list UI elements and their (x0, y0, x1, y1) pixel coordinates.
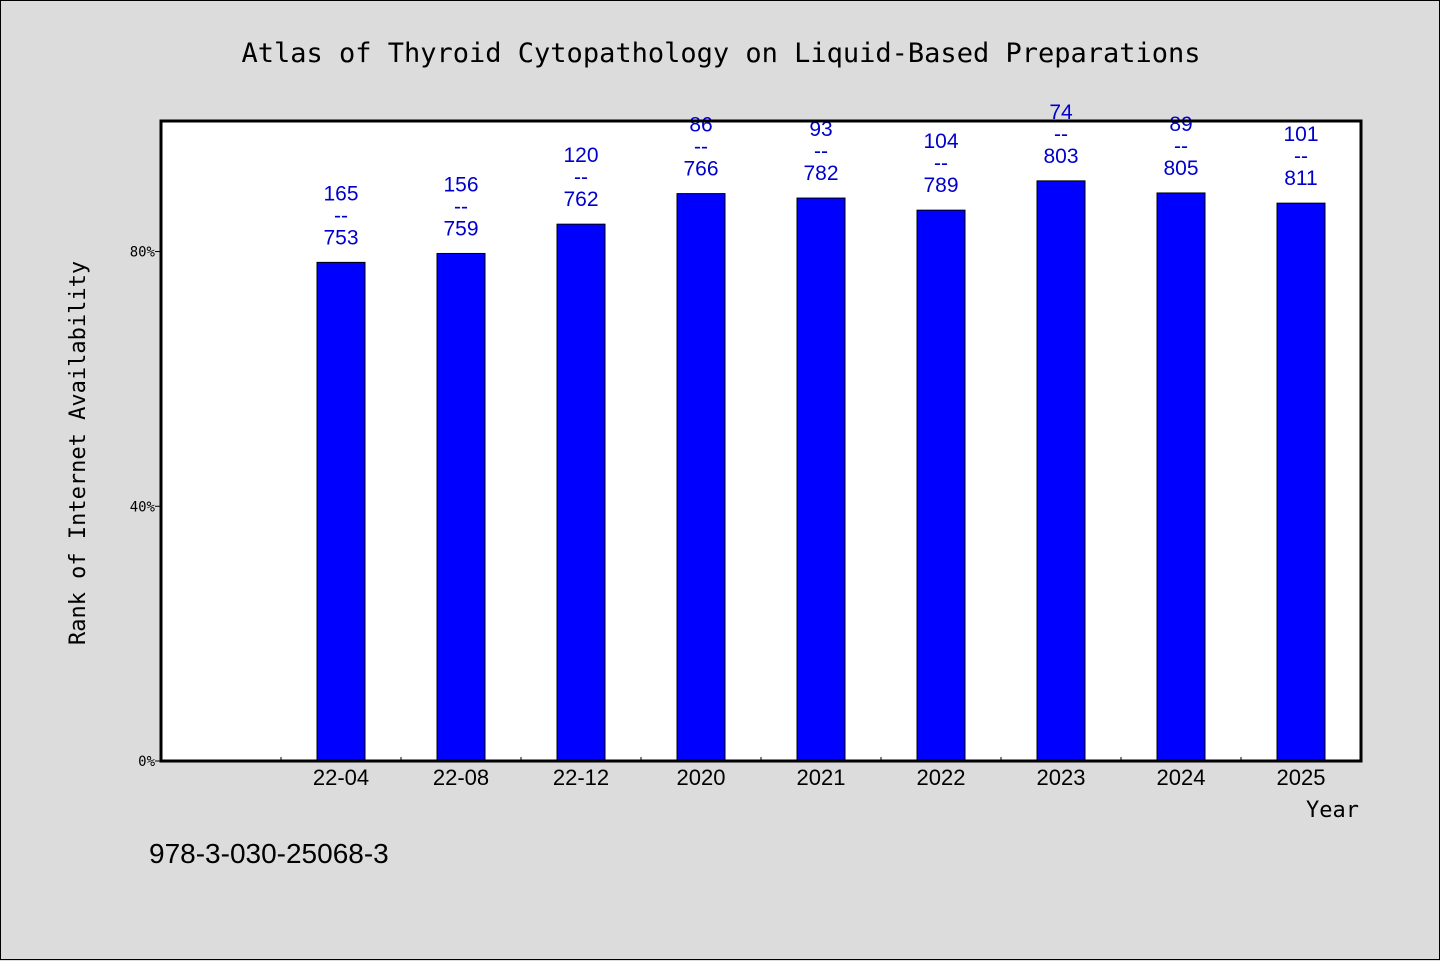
x-tick-label: 2022 (917, 765, 966, 790)
data-label: 811 (1284, 167, 1317, 190)
bar (436, 252, 486, 762)
bar (1276, 202, 1326, 762)
data-label: 782 (803, 162, 838, 185)
data-label: 753 (323, 226, 358, 249)
data-label: 762 (563, 188, 598, 211)
data-label: -- (334, 204, 348, 227)
x-tick-label: 22-04 (313, 765, 369, 790)
chart-title: Atlas of Thyroid Cytopathology on Liquid… (241, 38, 1200, 69)
y-tick-label: 0% (138, 754, 155, 770)
data-label: 120 (563, 144, 598, 167)
data-label: 93 (809, 118, 832, 141)
bar (916, 209, 966, 762)
data-labels-layer: 165--753156--759120--76286--76693--78210… (323, 101, 1318, 250)
data-label: 89 (1169, 113, 1192, 136)
data-label: -- (1294, 145, 1308, 168)
x-tick-label: 2023 (1037, 765, 1086, 790)
x-tick-label: 22-08 (433, 765, 489, 790)
data-label: -- (934, 152, 948, 175)
data-label: 104 (923, 130, 958, 153)
bar (316, 261, 366, 762)
data-label: 759 (443, 217, 478, 240)
data-label: -- (574, 166, 588, 189)
data-label: -- (814, 140, 828, 163)
x-axis-title: Year (1306, 798, 1359, 823)
bar (556, 223, 606, 762)
data-label: 789 (923, 174, 958, 197)
bar (796, 197, 846, 762)
data-label: 156 (443, 173, 478, 196)
data-label: 101 (1283, 123, 1318, 146)
bar (1036, 180, 1086, 762)
data-label: 803 (1043, 145, 1078, 168)
data-label: 766 (683, 158, 718, 181)
data-label: -- (694, 136, 708, 159)
data-label: 86 (689, 114, 712, 137)
data-label: 805 (1163, 157, 1198, 180)
x-tick-label: 22-12 (553, 765, 609, 790)
data-label: 74 (1049, 101, 1073, 124)
ticks-layer: 0% 40% 80% 22-04 22-08 22-12 2020 2021 2022 2023 2… (130, 245, 1326, 790)
x-tick-label: 2021 (797, 765, 846, 790)
isbn-text: 978-3-030-25068-3 (149, 838, 389, 869)
x-tick-label: 2024 (1157, 765, 1206, 790)
data-label: -- (1054, 123, 1068, 146)
data-label: -- (454, 195, 468, 218)
x-tick-label: 2020 (677, 765, 726, 790)
x-tick-label: 2025 (1277, 765, 1326, 790)
bars-layer (316, 180, 1326, 762)
bar (1156, 192, 1206, 762)
y-tick-label: 40% (130, 499, 156, 515)
data-label: -- (1174, 135, 1188, 158)
y-axis-title: Rank of Internet Availability (66, 261, 91, 645)
bar (676, 193, 726, 762)
data-label: 165 (323, 182, 358, 205)
y-tick-label: 80% (130, 245, 156, 261)
plot-border (159, 119, 1363, 763)
